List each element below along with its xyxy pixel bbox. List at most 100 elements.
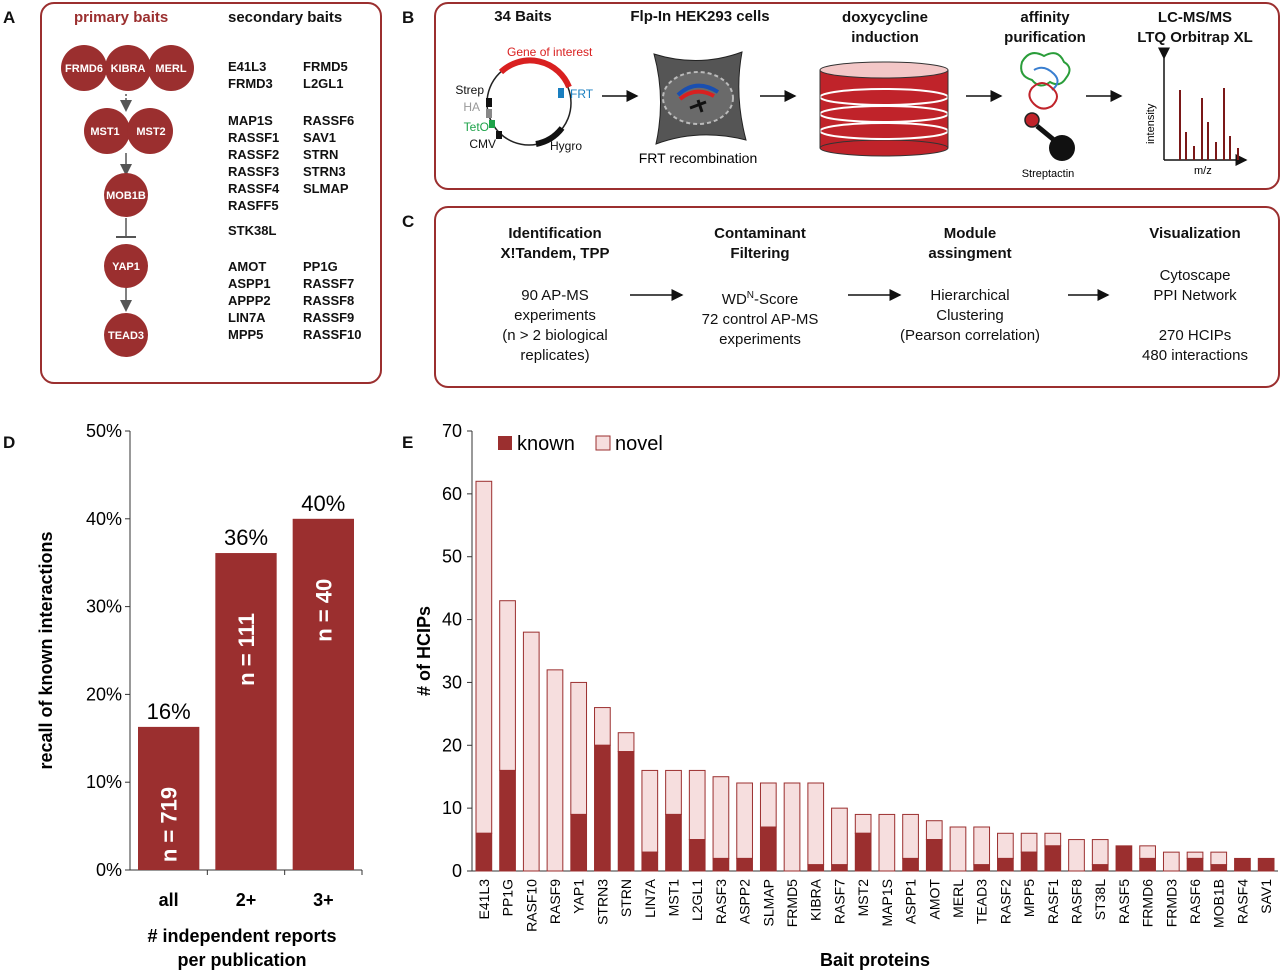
module-subtitle: assingment xyxy=(928,245,1012,262)
msms-line-1: LC-MS/MS xyxy=(1157,9,1233,26)
y-axis-title: recall of known interactions xyxy=(36,531,56,769)
bar-known-segment xyxy=(594,744,611,872)
bar-value-label: 36% xyxy=(224,525,268,550)
affinity-bead-illustration xyxy=(1020,52,1075,161)
step-title-msms: LC-MS/MS LTQ Orbitrap XL xyxy=(1120,8,1270,48)
bar-novel-segment xyxy=(949,826,967,872)
node-mst2 xyxy=(127,108,173,154)
bar-known-segment xyxy=(499,769,516,872)
frt-label: FRT xyxy=(570,87,594,101)
bar xyxy=(215,553,277,870)
bar-n-label: n = 719 xyxy=(157,787,182,862)
bar-novel-segment xyxy=(783,782,801,872)
bar-novel-segment xyxy=(1068,839,1085,872)
identification-line: experiments xyxy=(514,307,596,324)
secondary-bait-item: RASSF10 xyxy=(303,327,362,342)
secondary-bait-item: RASSF1 xyxy=(228,130,280,145)
secondary-bait-item: ASPP1 xyxy=(228,276,271,291)
bar-known-segment xyxy=(736,857,753,872)
bar-known-segment xyxy=(641,851,659,872)
secondary-bait-item: L2GL1 xyxy=(303,76,344,91)
node-mob1b xyxy=(104,173,148,217)
secondary-bait-item: STRN xyxy=(303,147,339,162)
step-title-induction: doxycycline induction xyxy=(815,8,955,48)
x-category-label: 3+ xyxy=(313,890,334,910)
secondary-bait-item: AMOT xyxy=(228,259,267,274)
node-mob1b-label: MOB1B xyxy=(106,190,146,202)
y-axis-title: # of HCIPs xyxy=(414,606,434,696)
bar-novel-segment xyxy=(831,807,848,866)
legend-known-swatch xyxy=(498,436,512,450)
node-frmd6 xyxy=(61,45,107,91)
bar-known-segment xyxy=(1186,857,1204,872)
bar-novel-segment xyxy=(759,782,777,828)
bar-novel-segment xyxy=(641,769,659,853)
bar-n-label: n = 40 xyxy=(311,579,336,642)
bar-novel-segment xyxy=(712,776,730,859)
identification-subtitle: X!Tandem, TPP xyxy=(500,245,610,262)
y-tick-label: 40% xyxy=(86,509,122,529)
bar-known-segment xyxy=(688,839,706,872)
bar-known-segment xyxy=(570,813,588,872)
x-category-label: FRMD5 xyxy=(784,879,800,927)
x-category-label: RASF3 xyxy=(713,879,729,924)
pipeline-contaminant-filtering: Contaminant Filtering WDN-Score 72 contr… xyxy=(680,224,840,350)
x-category-label: RASF2 xyxy=(997,879,1013,924)
y-tick-label: 40 xyxy=(442,610,462,630)
node-mst1-label: MST1 xyxy=(90,126,119,138)
node-merl-label: MERL xyxy=(155,63,186,75)
y-tick-label: 60 xyxy=(442,484,462,504)
identification-line: (n > 2 biological xyxy=(502,327,608,344)
bar-novel-segment xyxy=(1091,839,1109,866)
pipeline-module-assignment: Module assingment Hierarchical Clusterin… xyxy=(880,224,1060,346)
wdn-score-label: WDN-Score xyxy=(680,286,840,310)
bar-n-label: n = 111 xyxy=(234,613,259,686)
bar-known-segment xyxy=(1091,864,1109,872)
node-kibra xyxy=(105,45,151,91)
bar-known-segment xyxy=(475,832,493,872)
x-category-label: MST1 xyxy=(666,879,682,917)
y-tick-label: 10 xyxy=(442,798,462,818)
y-tick-label: 30% xyxy=(86,597,122,617)
bar-novel-segment xyxy=(546,669,564,872)
node-yap1 xyxy=(104,244,148,288)
bar-value-label: 40% xyxy=(301,491,345,516)
step-title-baits: 34 Baits xyxy=(494,8,552,25)
ha-label: HA xyxy=(463,100,480,114)
panel-letter-c: C xyxy=(402,212,415,231)
y-tick-label: 20% xyxy=(86,684,122,704)
x-category-label: MPP5 xyxy=(1021,879,1037,917)
identification-line: 90 AP-MS xyxy=(521,287,589,304)
x-category-label: FRMD6 xyxy=(1140,879,1156,927)
ms-spectrum-plot: intensity m/z xyxy=(1145,47,1248,177)
filtering-title: Contaminant xyxy=(714,225,806,242)
bar-known-segment xyxy=(1234,857,1251,872)
plasmid-diagram: Gene of interest FRT Strep HA TetO CMV H… xyxy=(455,45,593,153)
x-category-label: TEAD3 xyxy=(974,879,990,924)
panel-letter-b: B xyxy=(402,8,415,27)
secondary-bait-column: AMOT ASPP1 APPP2 LIN7A MPP5 xyxy=(228,258,271,343)
panel-c-box xyxy=(434,206,1280,388)
bar-novel-segment xyxy=(594,707,611,746)
y-tick-label: 50% xyxy=(86,421,122,441)
visualization-line: 270 HCIPs xyxy=(1158,327,1232,344)
panel-letter-d: D xyxy=(3,433,16,452)
bar-novel-segment xyxy=(736,782,753,859)
filtering-line: 72 control AP-MS xyxy=(701,311,819,328)
culture-dishes-stack xyxy=(819,61,949,157)
cmv-label: CMV xyxy=(469,137,496,151)
x-category-label: 2+ xyxy=(236,890,257,910)
secondary-bait-item: RASFF5 xyxy=(228,198,279,213)
msms-line-2: LTQ Orbitrap XL xyxy=(1137,29,1253,46)
bar-known-segment xyxy=(1210,864,1228,872)
score-text: -Score xyxy=(754,291,799,308)
secondary-bait-item: MPP5 xyxy=(228,327,264,342)
bar-novel-segment xyxy=(925,820,943,841)
secondary-bait-item: RASSF8 xyxy=(303,293,355,308)
module-line: Hierarchical xyxy=(930,287,1010,304)
secondary-bait-item: RASSF6 xyxy=(303,113,355,128)
bar-known-segment xyxy=(831,864,848,872)
wd-superscript: N xyxy=(746,290,755,301)
x-category-label: RASF10 xyxy=(523,879,539,932)
workflow-illustration: Gene of interest FRT Strep HA TetO CMV H… xyxy=(455,45,1248,180)
